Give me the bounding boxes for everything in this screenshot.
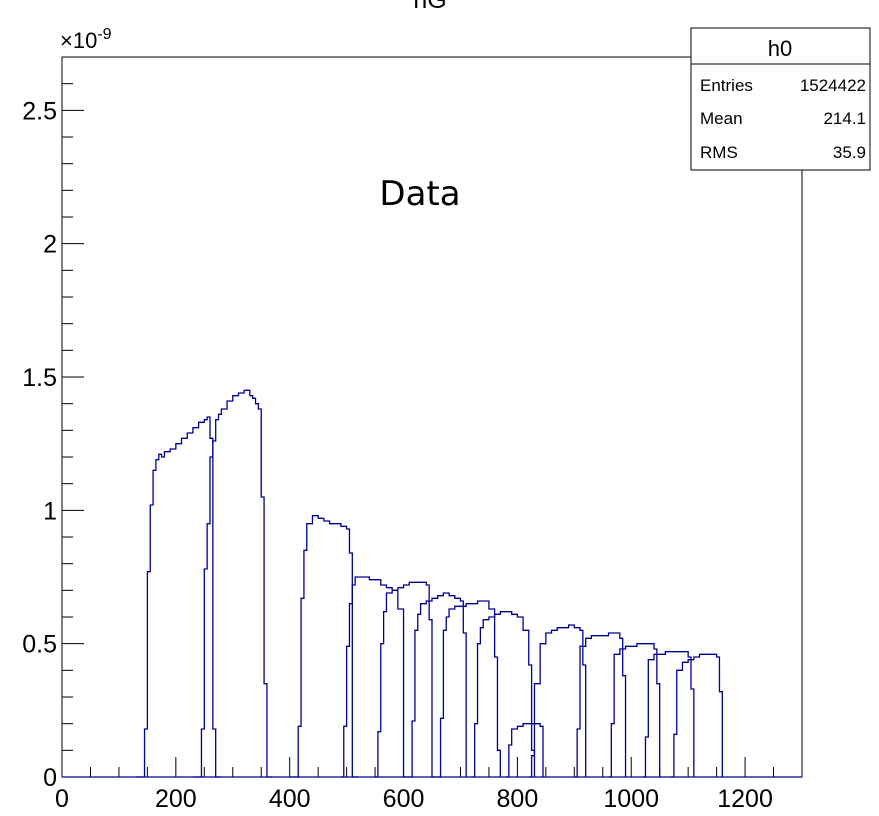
histogram-series-8 xyxy=(506,723,544,778)
histogram-series-11 xyxy=(608,643,661,778)
stats-box-frame xyxy=(690,27,871,171)
x-tick-label: 200 xyxy=(155,785,197,813)
stats-box: h0 Entries 1524422 Mean 214.1 RMS 35.9 xyxy=(690,27,871,171)
stats-title: h0 xyxy=(768,36,792,61)
x-tick-label: 1200 xyxy=(717,785,773,813)
y-tick-label: 1 xyxy=(43,497,57,525)
stats-mean-label: Mean xyxy=(700,109,743,128)
x-tick-label: 800 xyxy=(497,785,539,813)
data-annotation: Data xyxy=(379,174,460,214)
x-tick-label: 0 xyxy=(55,785,69,813)
y-multiplier-base: ×10 xyxy=(60,28,97,53)
x-tick-label: 400 xyxy=(269,785,311,813)
histogram-series-13 xyxy=(671,653,723,778)
histogram-series-1 xyxy=(192,389,273,778)
y-multiplier-label: ×10-9 xyxy=(60,26,112,53)
y-tick-label: 1.5 xyxy=(22,364,57,392)
stats-rms-label: RMS xyxy=(700,143,738,162)
y-tick-label: 2.5 xyxy=(22,97,57,125)
histogram-series xyxy=(62,389,802,778)
stats-rms-value: 35.9 xyxy=(833,143,866,162)
stats-entries-label: Entries xyxy=(700,76,753,95)
x-tick-label: 1000 xyxy=(603,785,659,813)
stats-mean-value: 214.1 xyxy=(823,109,866,128)
histogram-series-4 xyxy=(375,581,438,778)
y-multiplier-exp: -9 xyxy=(97,26,111,43)
y-tick-label: 0 xyxy=(43,764,57,792)
x-axis: 0 200 400 600 800 1000 1200 xyxy=(55,757,803,813)
histogram-series-9 xyxy=(528,624,587,778)
y-tick-label: 0.5 xyxy=(22,631,57,659)
stats-entries-value: 1524422 xyxy=(800,76,866,95)
x-tick-label: 600 xyxy=(383,785,425,813)
histogram-series-0 xyxy=(136,416,222,778)
chart-title: hG xyxy=(413,0,446,14)
histogram-series-7 xyxy=(471,611,536,778)
histogram-series-10 xyxy=(574,632,627,778)
y-axis: 0 0.5 1 1.5 2 2.5 xyxy=(22,56,84,792)
histogram-series-12 xyxy=(642,651,695,778)
y-tick-label: 2 xyxy=(43,231,57,259)
histogram-series-6 xyxy=(437,600,501,778)
histogram-series-2 xyxy=(289,515,358,778)
histogram-series-5 xyxy=(409,592,467,778)
histogram-series-3 xyxy=(340,576,410,778)
